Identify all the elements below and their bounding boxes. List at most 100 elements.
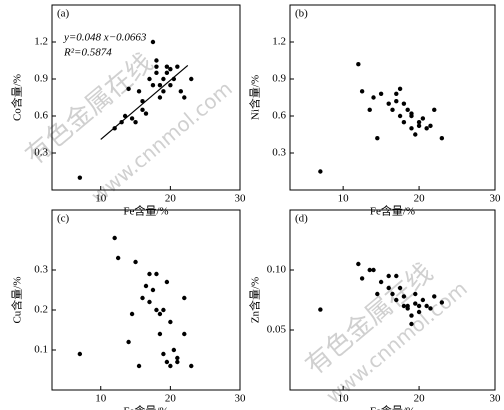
point — [409, 126, 414, 131]
x-axis-label: Fe含量/% — [370, 404, 415, 410]
point — [154, 64, 159, 69]
point — [175, 64, 180, 69]
point — [367, 267, 372, 273]
y-axis-label: Cu含量/% — [10, 276, 24, 323]
y-tick-label: 0.6 — [34, 110, 48, 122]
point — [413, 291, 418, 297]
point — [371, 95, 376, 100]
point — [182, 331, 187, 337]
point — [424, 303, 429, 309]
point — [416, 123, 422, 129]
point — [405, 303, 410, 309]
point — [136, 363, 142, 369]
point — [161, 351, 166, 357]
x-tick-label: 30 — [490, 193, 502, 205]
point — [171, 347, 177, 353]
point — [129, 116, 135, 121]
point — [439, 300, 445, 305]
point — [147, 271, 152, 277]
panel-label: (b) — [295, 8, 308, 20]
point — [161, 307, 166, 313]
point — [168, 82, 173, 88]
point — [112, 235, 117, 241]
point — [409, 313, 414, 318]
point — [394, 297, 399, 303]
y-tick-label: 0.3 — [272, 147, 286, 159]
point — [397, 86, 403, 92]
point — [150, 82, 156, 88]
point — [154, 271, 159, 277]
panel-label: (d) — [295, 213, 308, 225]
trendline — [100, 64, 189, 140]
point — [401, 303, 407, 309]
point — [386, 101, 391, 106]
point — [157, 311, 163, 317]
x-tick-label: 10 — [338, 393, 350, 405]
point — [77, 351, 83, 357]
point — [416, 303, 422, 309]
point — [409, 111, 414, 116]
y-tick-label: 0.9 — [34, 73, 48, 85]
point — [318, 307, 323, 312]
point — [386, 285, 391, 291]
point — [157, 95, 163, 100]
x-tick-label: 10 — [95, 193, 107, 205]
point — [424, 126, 429, 131]
point — [164, 64, 170, 69]
point — [397, 285, 403, 291]
plot-frame — [289, 209, 496, 391]
panel-label: (a) — [57, 8, 70, 20]
y-axis-label: Ni含量/% — [248, 75, 262, 120]
point — [154, 58, 159, 63]
point — [390, 107, 395, 113]
point — [164, 70, 170, 76]
point — [401, 119, 407, 125]
x-axis-label: Fe含量/% — [370, 204, 415, 218]
point — [178, 89, 184, 94]
point — [416, 119, 422, 125]
point — [439, 136, 445, 141]
point — [154, 70, 159, 76]
x-tick-label: 30 — [235, 193, 247, 205]
point — [140, 295, 145, 301]
point — [143, 111, 149, 116]
point — [386, 273, 391, 279]
point — [168, 319, 173, 325]
point — [401, 101, 407, 106]
point — [428, 306, 433, 311]
point — [126, 339, 131, 345]
point — [182, 295, 187, 301]
point — [356, 261, 361, 267]
plot-frame — [51, 4, 241, 191]
point — [143, 283, 149, 289]
point — [157, 82, 163, 88]
point — [175, 355, 180, 361]
point — [318, 169, 323, 174]
point — [164, 359, 170, 365]
y-tick-label: 0.2 — [34, 304, 48, 316]
point — [140, 107, 145, 113]
point — [182, 95, 187, 100]
plot-frame — [289, 4, 496, 191]
point — [147, 76, 152, 82]
point — [359, 276, 365, 281]
point — [375, 136, 380, 141]
x-tick-label: 10 — [95, 393, 107, 405]
r-squared: R²=0.5874 — [63, 47, 112, 59]
point — [413, 301, 418, 306]
point — [390, 291, 395, 297]
y-tick-label: 1.2 — [272, 36, 286, 48]
point — [413, 132, 418, 137]
point — [115, 255, 121, 261]
point — [378, 91, 384, 97]
point — [175, 359, 180, 365]
point — [371, 267, 376, 273]
x-tick-label: 30 — [235, 393, 247, 405]
x-tick-label: 20 — [165, 193, 177, 205]
y-tick-label: 0.10 — [267, 264, 287, 276]
y-tick-label: 0.1 — [34, 344, 48, 356]
point — [405, 107, 410, 113]
x-tick-label: 20 — [414, 193, 426, 205]
point — [420, 297, 426, 303]
